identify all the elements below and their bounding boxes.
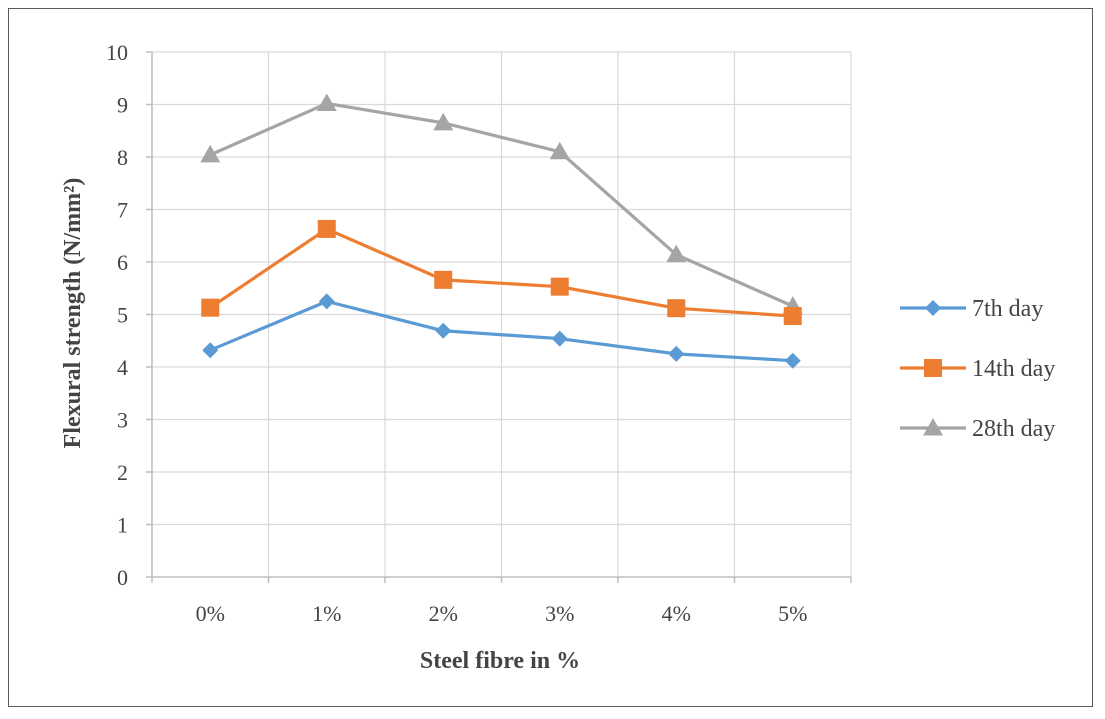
- y-tick-labels: 0 1 2 3 4 5 6 7 8 9 10: [106, 40, 128, 590]
- axes: [146, 51, 852, 583]
- data-point: [435, 322, 452, 339]
- y-axis-title: Flexural strength (N/mm²): [60, 178, 86, 449]
- x-tick-label: 2%: [429, 601, 458, 626]
- data-point: [783, 307, 802, 326]
- data-point: [316, 93, 337, 111]
- series-group: [200, 93, 803, 369]
- series-line: [209, 299, 793, 363]
- series-28th-day: [200, 93, 803, 314]
- y-tick-label: 0: [117, 565, 128, 590]
- x-tick-label: 4%: [662, 601, 691, 626]
- data-point: [551, 330, 568, 347]
- data-point: [668, 345, 685, 362]
- series-7th-day: [202, 293, 801, 369]
- legend-item: 14th day: [900, 356, 1055, 382]
- y-tick-label: 5: [117, 303, 128, 328]
- legend-marker: [924, 359, 942, 377]
- data-point: [550, 277, 569, 296]
- y-tick-label: 10: [106, 40, 128, 65]
- x-tick-label: 5%: [778, 601, 807, 626]
- chart-frame: [8, 8, 1093, 707]
- y-tick-label: 8: [117, 145, 128, 170]
- data-point: [549, 141, 570, 160]
- legend: 7th day 14th day 28th day: [900, 296, 1055, 442]
- series-14th-day: [201, 219, 802, 326]
- x-tick-label: 3%: [545, 601, 574, 626]
- legend-label: 14th day: [972, 356, 1055, 382]
- data-point: [317, 219, 336, 238]
- legend-item: 7th day: [900, 296, 1043, 322]
- legend-label: 28th day: [972, 416, 1055, 442]
- x-tick-labels: 0% 1% 2% 3% 4% 5%: [196, 601, 808, 626]
- y-tick-label: 4: [117, 355, 128, 380]
- y-tick-label: 9: [117, 93, 128, 118]
- y-tick-label: 6: [117, 250, 128, 275]
- data-point: [434, 270, 453, 289]
- y-tick-label: 2: [117, 460, 128, 485]
- data-point: [784, 352, 801, 369]
- legend-label: 7th day: [972, 296, 1043, 322]
- series-line: [209, 101, 794, 308]
- legend-item: 28th day: [900, 416, 1055, 442]
- data-point: [666, 244, 687, 263]
- data-point: [202, 342, 219, 359]
- y-tick-label: 7: [117, 198, 128, 223]
- y-tick-label: 3: [117, 408, 128, 433]
- x-tick-label: 0%: [196, 601, 225, 626]
- data-point: [201, 298, 220, 317]
- data-point: [200, 144, 221, 163]
- x-tick-label: 1%: [312, 601, 341, 626]
- x-axis-title: Steel fibre in %: [420, 648, 580, 674]
- series-line: [209, 227, 793, 318]
- legend-marker: [925, 300, 941, 316]
- data-point: [667, 299, 686, 318]
- data-point: [433, 112, 454, 131]
- legend-marker: [923, 418, 943, 436]
- data-point: [318, 293, 335, 310]
- y-tick-label: 1: [117, 513, 128, 538]
- grid: [151, 51, 852, 577]
